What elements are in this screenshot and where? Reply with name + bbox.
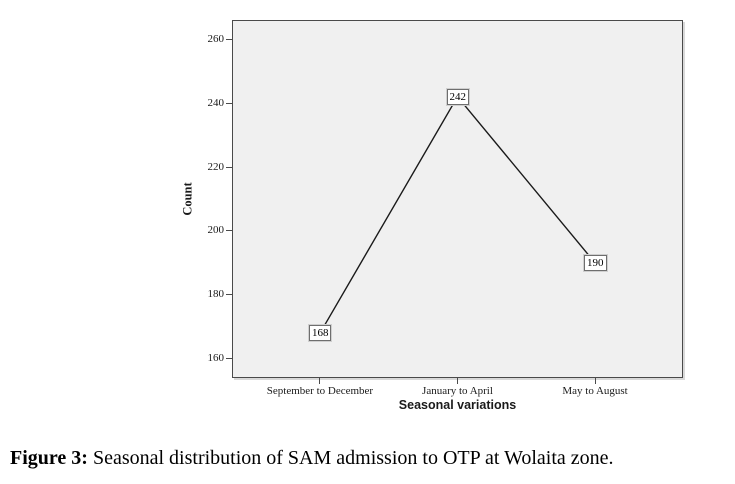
caption-prefix: Figure 3:	[10, 447, 88, 469]
data-point-label: 242	[446, 88, 469, 105]
x-tick-label: September to December	[266, 385, 374, 397]
x-tick-label: January to April	[422, 385, 493, 397]
y-tick-mark	[226, 102, 232, 104]
y-tick-label: 200	[207, 224, 225, 237]
y-tick-mark	[226, 294, 232, 296]
x-axis-title: Seasonal variations	[398, 398, 517, 412]
y-tick-mark	[226, 166, 232, 168]
plot-area	[232, 20, 683, 378]
y-tick-mark	[226, 358, 232, 360]
x-tick-label: May to August	[562, 385, 628, 397]
y-tick-mark	[226, 38, 232, 40]
y-tick-label: 160	[207, 352, 225, 365]
y-tick-label: 260	[207, 32, 225, 45]
caption-text: Seasonal distribution of SAM admission t…	[87, 447, 614, 469]
data-point-label: 190	[584, 254, 607, 271]
x-tick-mark	[319, 378, 321, 384]
figure-caption: Figure 3: Seasonal distribution of SAM a…	[10, 447, 730, 470]
x-tick-mark	[457, 378, 458, 384]
y-tick-label: 240	[207, 96, 225, 109]
x-tick-mark	[594, 378, 596, 384]
y-axis-title: Count	[180, 182, 195, 216]
y-tick-mark	[226, 230, 232, 232]
y-tick-label: 180	[207, 288, 225, 301]
y-tick-label: 220	[207, 160, 225, 173]
data-point-label: 168	[308, 325, 332, 342]
